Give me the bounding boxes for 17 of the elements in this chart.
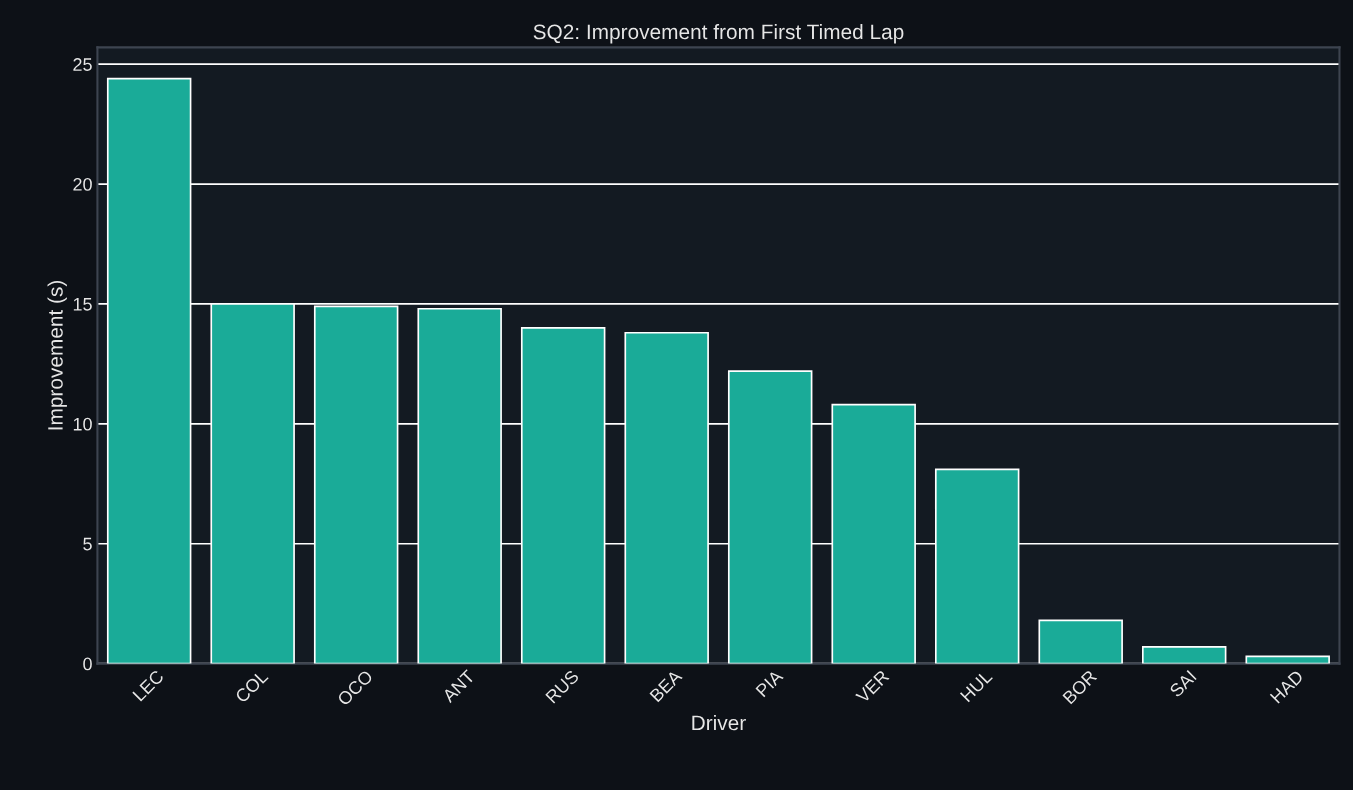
y-tick-label: 5 — [83, 537, 92, 551]
bar — [1141, 645, 1227, 664]
bar — [1038, 619, 1123, 664]
y-tick-label: 15 — [73, 298, 92, 311]
x-tick-label: COL — [234, 669, 269, 704]
x-tick-label: PIA — [755, 668, 784, 698]
x-tick-label: VER — [855, 669, 890, 704]
y-tick-label: 25 — [73, 58, 92, 71]
x-tick-label: HUL — [960, 669, 993, 703]
y-tick-label: 0 — [83, 657, 92, 671]
x-tick-label: SAI — [1168, 669, 1197, 698]
chart-title: SQ2: Improvement from First Timed Lap — [533, 23, 904, 44]
y-tick-label: 10 — [73, 417, 92, 431]
x-tick-label: BEA — [649, 668, 683, 703]
y-tick-label: 20 — [73, 178, 92, 191]
x-axis-title: Driver — [692, 715, 746, 731]
y-axis-title: Improvement (s) — [47, 280, 67, 430]
